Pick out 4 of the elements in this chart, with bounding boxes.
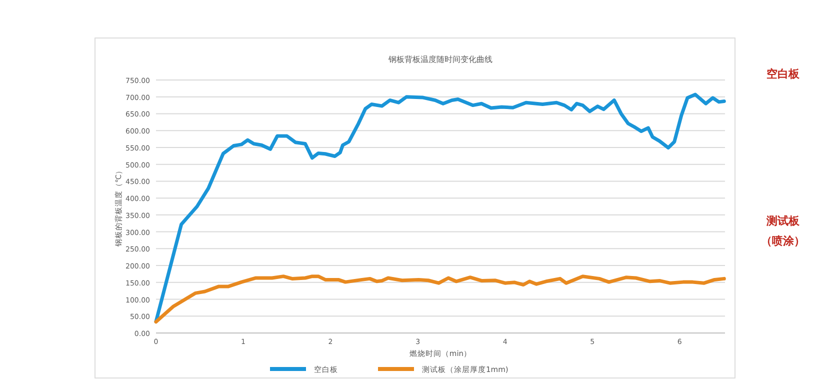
text: 测试板 [766, 214, 800, 228]
chart-title: 钢板背板温度随时间变化曲线 [388, 55, 492, 64]
text: 空白板 [766, 67, 800, 80]
text: （喷涂） [761, 234, 805, 248]
